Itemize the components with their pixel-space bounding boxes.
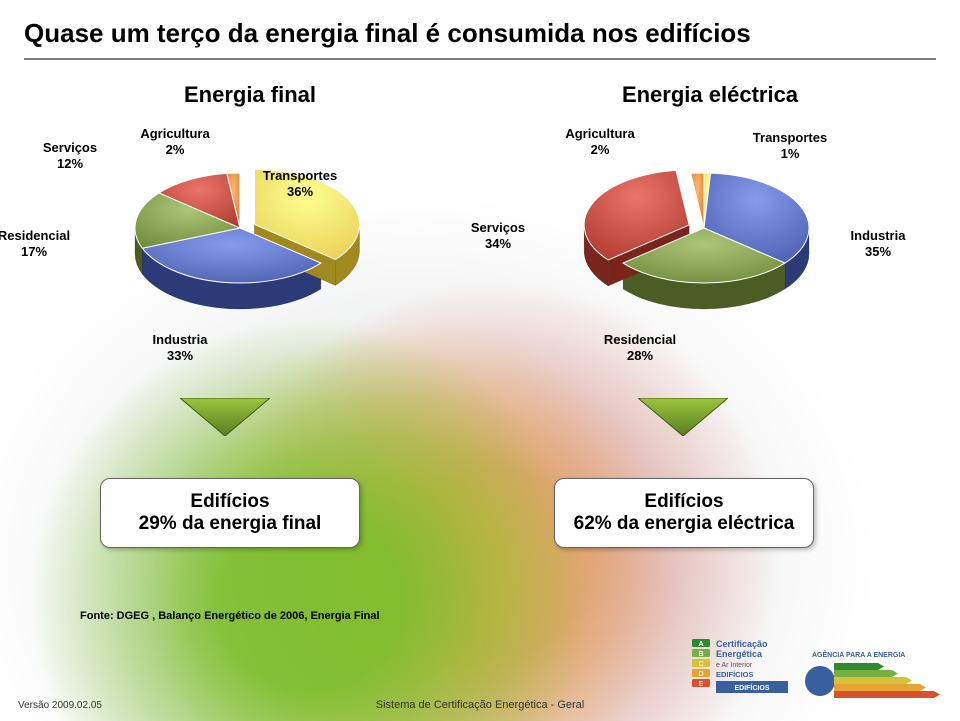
info-box-left-line2: 29% da energia final	[139, 513, 322, 534]
svg-text:A: A	[698, 641, 703, 648]
subtitle-left: Energia final	[80, 82, 420, 108]
label-right-agricultura: Agricultura2%	[555, 126, 645, 157]
svg-text:EDIFÍCIOS: EDIFÍCIOS	[716, 670, 754, 679]
pie-chart-energia-electrica	[554, 150, 854, 340]
label-left-servicos: Serviços12%	[25, 140, 115, 171]
svg-text:B: B	[698, 651, 703, 658]
label-right-residencial: Residencial28%	[595, 332, 685, 363]
label-right-industria: Industria35%	[833, 228, 923, 259]
page-title: Quase um terço da energia final é consum…	[24, 18, 936, 49]
label-left-residencial: Residencial17%	[0, 228, 79, 259]
source-text: Fonte: DGEG , Balanço Energético de 2006…	[80, 610, 380, 622]
info-box-left-line1: Edifícios	[190, 491, 269, 512]
logo-adene: AGÊNCIA PARA A ENERGIA	[804, 649, 944, 709]
info-box-right-line2: 62% da energia eléctrica	[574, 513, 795, 534]
label-left-transportes: Transportes36%	[255, 168, 345, 199]
svg-text:D: D	[698, 671, 703, 678]
down-arrow-right	[638, 398, 728, 436]
subtitle-right: Energia eléctrica	[540, 82, 880, 108]
pie-chart-energia-final	[90, 150, 390, 340]
info-box-left: Edifícios29% da energia final	[100, 478, 360, 548]
label-right-servicos: Serviços34%	[453, 220, 543, 251]
svg-text:e Ar Interior: e Ar Interior	[716, 662, 753, 669]
svg-text:AGÊNCIA PARA A ENERGIA: AGÊNCIA PARA A ENERGIA	[812, 650, 905, 659]
svg-text:EDIFÍCIOS: EDIFÍCIOS	[734, 683, 769, 692]
info-box-right-line1: Edifícios	[644, 491, 723, 512]
label-left-industria: Industria33%	[135, 332, 225, 363]
label-left-agricultura: Agricultura2%	[130, 126, 220, 157]
logo-certificacao: ABCDE CertificaçãoEnergética e Ar Interior…	[690, 637, 790, 709]
info-box-right: Edifícios62% da energia eléctrica	[554, 478, 814, 548]
svg-text:C: C	[698, 661, 703, 668]
svg-text:E: E	[699, 681, 704, 688]
svg-text:Energética: Energética	[716, 649, 763, 659]
down-arrow-left	[180, 398, 270, 436]
label-right-transportes: Transportes1%	[745, 130, 835, 161]
title-underline	[24, 58, 936, 60]
svg-text:Certificação: Certificação	[716, 639, 768, 649]
